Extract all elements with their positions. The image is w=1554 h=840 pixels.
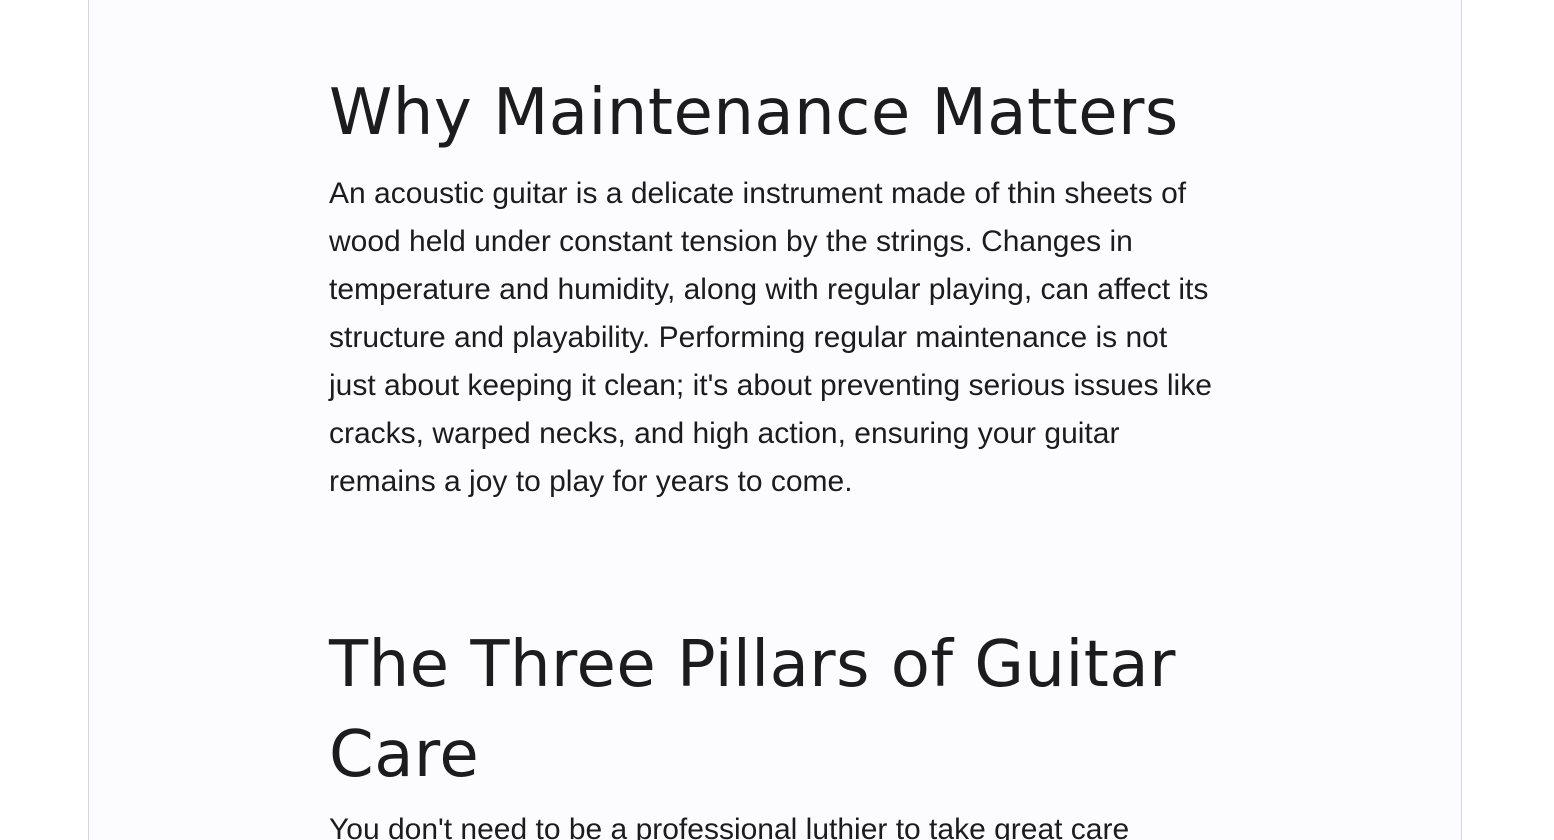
section-heading-why-maintenance-matters: Why Maintenance Matters — [329, 76, 1179, 150]
section-heading-three-pillars: The Three Pillars of Guitar Care — [329, 628, 1176, 792]
section-paragraph-three-pillars: You don't need to be a professional luth… — [329, 813, 1130, 840]
article-page: Why Maintenance Matters An acoustic guit… — [88, 0, 1462, 840]
section-paragraph-why-maintenance-matters: An acoustic guitar is a delicate instrum… — [329, 177, 1212, 498]
